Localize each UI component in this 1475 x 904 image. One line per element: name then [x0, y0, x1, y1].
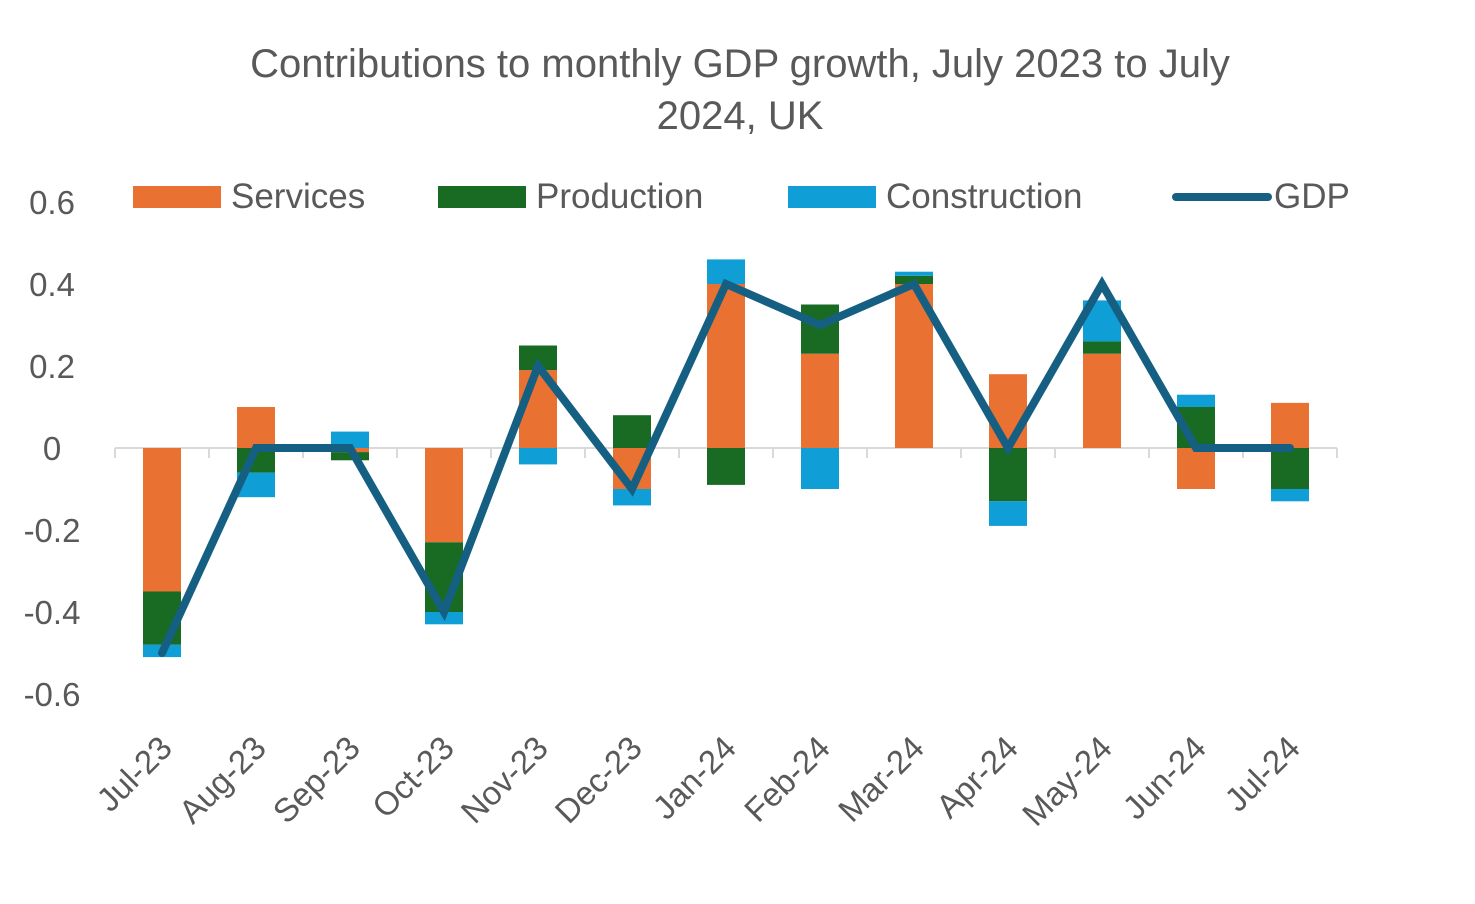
x-tick-label: Feb-24	[737, 729, 837, 829]
legend-label-construction: Construction	[886, 177, 1083, 216]
x-tick-label: Sep-23	[266, 729, 367, 830]
x-tick-label: Jul-24	[1217, 729, 1307, 819]
legend-item-services: Services	[133, 172, 365, 222]
y-tick-label: -0.2	[24, 512, 81, 549]
x-tick-label: Mar-24	[831, 729, 931, 829]
x-tick-label: Aug-23	[172, 729, 273, 830]
bar-production-apr-24	[989, 448, 1027, 502]
bar-services-may-24	[1083, 353, 1121, 448]
legend-item-gdp: GDP	[1172, 172, 1350, 222]
bar-services-feb-24	[801, 353, 839, 448]
bar-services-jul-24	[1271, 402, 1309, 448]
gdp-line	[158, 275, 1294, 657]
legend-item-production: Production	[438, 172, 703, 222]
y-tick-label: -0.4	[24, 594, 81, 631]
legend-swatch-services	[133, 186, 221, 208]
legend-swatch-production	[438, 186, 526, 208]
bar-production-jul-24	[1271, 448, 1309, 489]
legend-swatch-construction	[788, 186, 876, 208]
y-tick-label: -0.6	[24, 676, 81, 713]
x-tick-label: Apr-24	[929, 729, 1025, 825]
y-tick-label: 0.6	[29, 184, 75, 221]
chart-title: Contributions to monthly GDP growth, Jul…	[80, 38, 1400, 142]
bar-construction-jun-24	[1177, 394, 1215, 407]
legend-label-services: Services	[231, 177, 366, 216]
bar-construction-feb-24	[801, 448, 839, 489]
x-tick-label: Jul-23	[89, 729, 179, 819]
bar-construction-jul-24	[1271, 489, 1309, 502]
bar-production-may-24	[1083, 341, 1121, 354]
legend-label-production: Production	[536, 177, 704, 216]
bar-construction-nov-23	[519, 448, 557, 465]
x-tick-label: Dec-23	[548, 729, 649, 830]
bar-production-sep-23	[331, 452, 369, 461]
legend-item-construction: Construction	[788, 172, 1082, 222]
bar-construction-sep-23	[331, 431, 369, 448]
chart-legend: Services Production Construction GDP	[0, 172, 1475, 222]
bar-construction-apr-24	[989, 501, 1027, 526]
y-tick-label: 0.4	[29, 266, 75, 303]
bar-services-oct-23	[425, 448, 463, 543]
chart-title-line-1: Contributions to monthly GDP growth, Jul…	[250, 42, 1230, 86]
bar-services-aug-23	[237, 407, 275, 448]
x-tick-label: Jun-24	[1115, 729, 1213, 827]
bar-production-dec-23	[613, 415, 651, 448]
chart-title-line-2: 2024, UK	[656, 94, 824, 138]
y-tick-label: 0.2	[29, 348, 75, 385]
x-tick-label: May-24	[1015, 729, 1119, 833]
x-tick-label: Jan-24	[645, 729, 743, 827]
x-tick-label: Oct-23	[365, 729, 461, 825]
bar-production-jan-24	[707, 448, 745, 485]
y-tick-label: 0	[43, 430, 61, 467]
x-tick-label: Nov-23	[454, 729, 555, 830]
legend-label-gdp: GDP	[1274, 177, 1350, 216]
bar-services-jun-24	[1177, 448, 1215, 489]
bar-construction-mar-24	[895, 271, 933, 276]
legend-line-gdp	[1172, 193, 1272, 201]
bar-services-jul-23	[143, 448, 181, 592]
bar-construction-dec-23	[613, 489, 651, 506]
bar-services-apr-24	[989, 374, 1027, 448]
